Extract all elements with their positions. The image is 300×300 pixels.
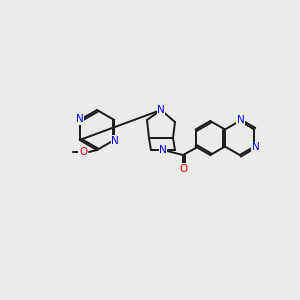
- Text: N: N: [157, 105, 165, 115]
- Text: N: N: [111, 136, 119, 146]
- Text: N: N: [76, 114, 84, 124]
- Text: N: N: [252, 142, 259, 152]
- Text: O: O: [179, 164, 187, 174]
- Text: N: N: [237, 115, 244, 125]
- Text: N: N: [159, 145, 167, 155]
- Text: O: O: [79, 147, 87, 157]
